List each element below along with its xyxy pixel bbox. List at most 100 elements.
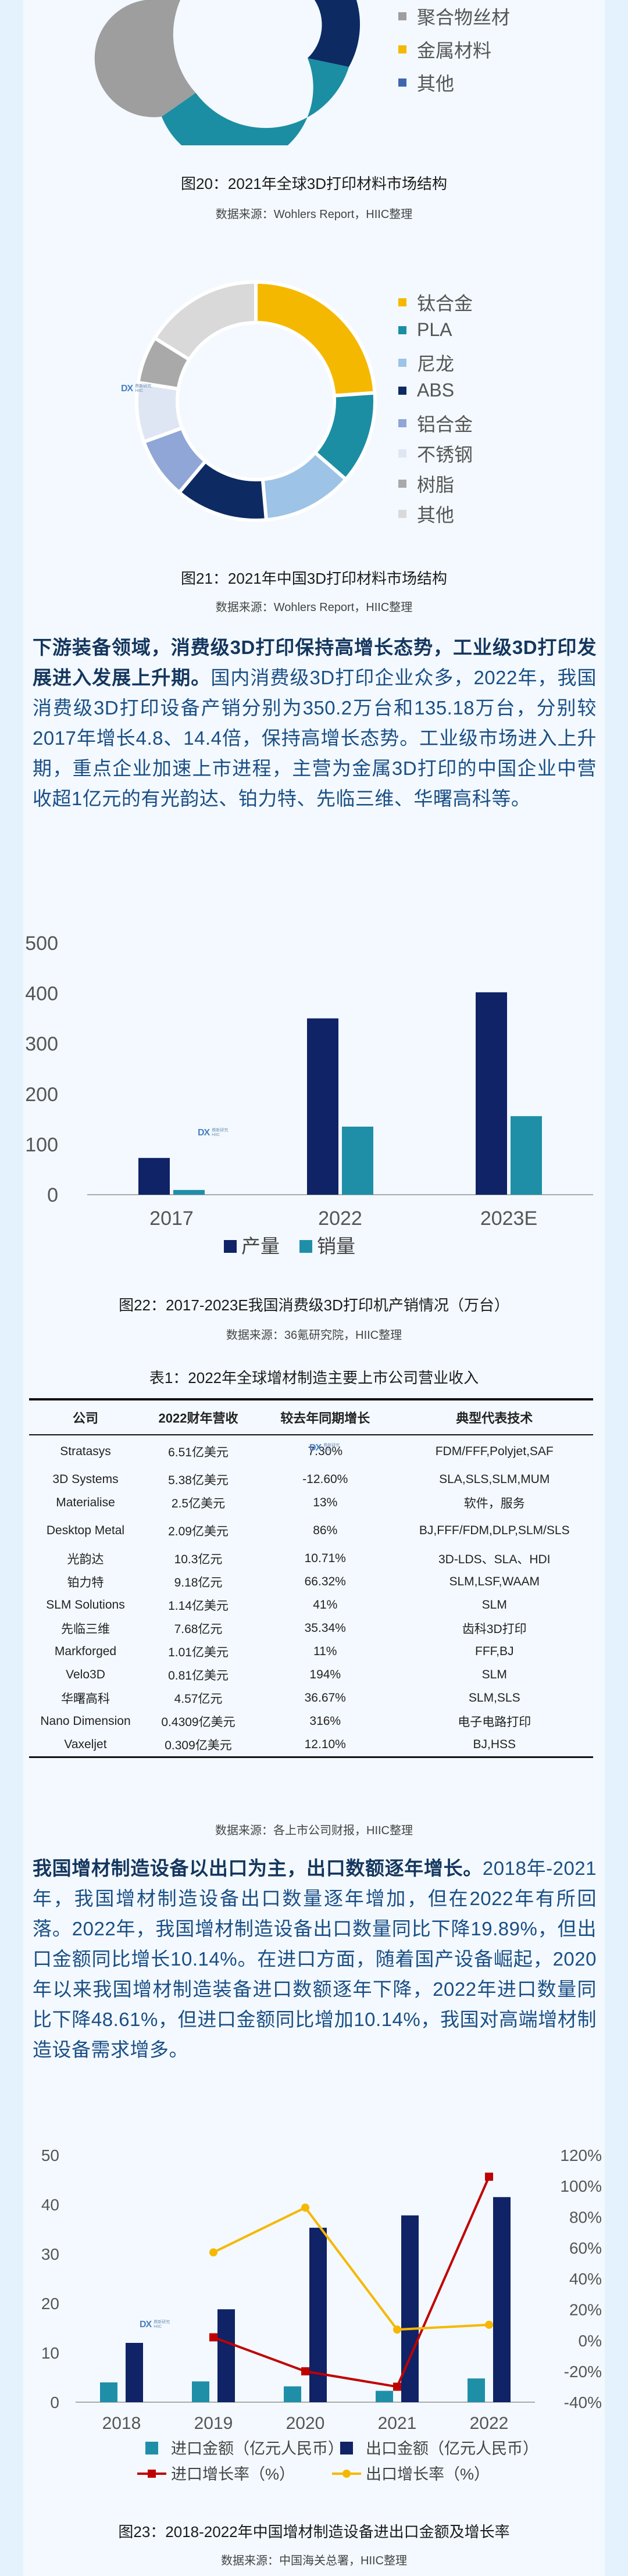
fig21-legend-swatch xyxy=(398,359,406,367)
fig22-watermark-logo: DX 鼎新研究 HIIC xyxy=(198,1128,229,1138)
table1-cell: 0.309亿美元 xyxy=(142,1733,255,1758)
bar-出口金额（亿元人民币）-2022 xyxy=(493,2197,511,2402)
legend-marker xyxy=(342,2470,351,2478)
fig20-legend-item: 金属材料 xyxy=(398,36,491,63)
y-right-tick-label: 40% xyxy=(569,2270,602,2288)
table1-cell: SLM Solutions xyxy=(46,1598,125,1612)
bar-产量-2023E xyxy=(476,992,507,1195)
table1-cell: 3D-LDS、SLA、HDI xyxy=(438,1553,551,1566)
donut20-segment-polymer xyxy=(94,0,196,117)
x-tick-label: 2023E xyxy=(480,1207,537,1230)
fig21-legend-label: 树脂 xyxy=(417,474,455,495)
table1-row: 华曙高科 4.57亿元 36.67% SLM,SLS xyxy=(29,1687,593,1710)
fig21-legend-label: 尼龙 xyxy=(417,353,455,374)
fig21-legend-item: PLA xyxy=(398,319,452,341)
table1-cell: 2.5亿美元 xyxy=(171,1497,226,1510)
line-marker xyxy=(485,2173,493,2181)
bar-销量-2017 xyxy=(173,1189,205,1195)
table1-cell: 铂力特 xyxy=(67,1576,104,1589)
fig23-combo-chart: 0 10 20 30 40 50 -40% -20% 0% 20% 40% 60% 80% 100% 120… xyxy=(41,2146,602,2483)
table1-cell: Markforged xyxy=(54,1645,117,1658)
table1-cell: 先临三维 xyxy=(61,1623,110,1636)
bar-出口金额（亿元人民币）-2020 xyxy=(309,2227,327,2402)
y-right-tick-label: 20% xyxy=(569,2301,602,2319)
fig20-legend-swatch xyxy=(398,12,406,20)
line-进口增长率（%） xyxy=(213,2176,490,2388)
table1-cell: -12.60% xyxy=(302,1473,348,1486)
fig21-legend-item: 其他 xyxy=(398,501,454,527)
bar-销量-2022 xyxy=(342,1126,373,1195)
fig21-legend-item: 钛合金 xyxy=(398,289,473,316)
fig21-legend-label: ABS xyxy=(417,380,455,401)
table1-cell: Nano Dimension xyxy=(40,1714,131,1728)
fig21-legend-swatch xyxy=(398,298,406,306)
x-tick-label: 2022 xyxy=(470,2414,509,2433)
line-marker xyxy=(393,2382,401,2391)
table1-cell: 11% xyxy=(313,1645,337,1658)
table1-cell: 齿科3D打印 xyxy=(462,1623,527,1636)
table1-cell: 华曙高科 xyxy=(61,1692,110,1706)
fig21-legend-label: 不锈钢 xyxy=(417,444,473,465)
table1-cell: 194% xyxy=(309,1668,341,1681)
table1-cell: 7.68亿元 xyxy=(174,1623,223,1636)
table1-cell: 3D Systems xyxy=(52,1473,119,1486)
table1-cell: 软件，服务 xyxy=(463,1497,525,1510)
bar-产量-2017 xyxy=(138,1157,170,1195)
table1-cell: Vaxeljet xyxy=(29,1733,142,1758)
table1-cell: 41% xyxy=(313,1598,338,1612)
table1-cell: 10.3亿元 xyxy=(174,1553,223,1566)
table1-row: Nano Dimension 0.4309亿美元 316% 电子电路打印 xyxy=(29,1710,593,1733)
table1-cell: 0.4309亿美元 xyxy=(161,1716,236,1729)
legend-marker xyxy=(148,2470,156,2478)
paragraph-2-body: 2018年-2021年，我国增材制造设备出口数量逐年增加，但在2022年有所回落… xyxy=(33,1857,597,2060)
table1-cell: SLM xyxy=(481,1598,507,1612)
legend-label: 出口增长率（%） xyxy=(366,2466,490,2483)
fig20-caption: 图20：2021年全球3D打印材料市场结构 xyxy=(181,175,447,192)
legend-label: 销量 xyxy=(317,1235,355,1257)
table1-cell: 66.32% xyxy=(304,1575,346,1588)
table1-row: 铂力特 9.18亿元 66.32% SLM,LSF,WAAM xyxy=(29,1570,593,1594)
bar-出口金额（亿元人民币）-2019 xyxy=(217,2309,235,2402)
table1-cell: 35.34% xyxy=(304,1621,346,1635)
x-tick-label: 2017 xyxy=(149,1207,194,1230)
table1-cell: 2.09亿美元 xyxy=(168,1525,229,1538)
legend-label: 出口金额（亿元人民币） xyxy=(366,2440,538,2457)
table1-cell: BJ,FFF/FDM,DLP,SLM/SLS xyxy=(419,1524,570,1537)
table1-header-cell: 典型代表技术 xyxy=(395,1398,593,1435)
y-right-tick-label: -20% xyxy=(564,2363,602,2381)
fig20-legend-swatch xyxy=(398,45,406,53)
fig20-donut xyxy=(94,0,360,145)
fig21-watermark-logo: DX 鼎新研究 HIIC xyxy=(121,384,152,394)
fig20-legend-item: 聚合物丝材 xyxy=(398,3,510,30)
table1-row: Desktop Metal 2.09亿美元 86% BJ,FFF/FDM,DLP,SL… xyxy=(29,1514,593,1547)
page: 聚合物丝材金属材料其他 图20：2021年全球3D打印材料市场结构 数据来源：W… xyxy=(23,0,605,2576)
legend-swatch xyxy=(340,2442,353,2454)
table1-cell: SLM,LSF,WAAM xyxy=(449,1575,540,1588)
bar-出口金额（亿元人民币）-2018 xyxy=(126,2343,143,2402)
table1-revenue: 公司 2022财年营收 较去年同期增长 典型代表技术 Stratasys 6.51亿美元… xyxy=(29,1398,593,1758)
legend-swatch xyxy=(224,1240,237,1253)
line-marker xyxy=(209,2333,217,2342)
table1-row: 光韵达 10.3亿元 10.71% 3D-LDS、SLA、HDI xyxy=(29,1547,593,1570)
table1-title: 表1：2022年全球增材制造主要上市公司营业收入 xyxy=(149,1369,479,1387)
y-right-tick-label: 80% xyxy=(569,2208,602,2226)
y-right-tick-label: 100% xyxy=(560,2177,602,2195)
table1-cell: 7.30% xyxy=(308,1445,343,1458)
bar-进口金额（亿元人民币）-2018 xyxy=(100,2382,117,2402)
fig21-legend-swatch xyxy=(398,510,406,518)
x-tick-label: 2018 xyxy=(102,2414,141,2433)
table1-cell: SLM,SLS xyxy=(468,1691,520,1705)
paragraph-import-export: 我国增材制造设备以出口为主，出口数额逐年增长。2018年-2021年，我国增材制… xyxy=(33,1853,597,2065)
fig20-legend-label: 聚合物丝材 xyxy=(417,7,511,28)
table1-cell: FFF,BJ xyxy=(475,1645,514,1658)
table1-row: 先临三维 7.68亿元 35.34% 齿科3D打印 xyxy=(29,1617,593,1640)
table1-row: Stratasys 6.51亿美元 7.30% FDM/FFF,Polyjet,SAF xyxy=(29,1435,593,1468)
bar-销量-2023E xyxy=(511,1116,542,1195)
fig21-donut xyxy=(135,280,377,522)
table1-cell: Materialise xyxy=(56,1496,115,1509)
table1-row: Markforged 1.01亿美元 11% FFF,BJ xyxy=(29,1640,593,1663)
fig21-source: 数据来源：Wohlers Report，HIIC整理 xyxy=(215,601,413,614)
fig20-legend-label: 金属材料 xyxy=(417,40,492,61)
legend-label: 进口增长率（%） xyxy=(171,2466,295,2483)
donut21-segment xyxy=(254,280,377,398)
